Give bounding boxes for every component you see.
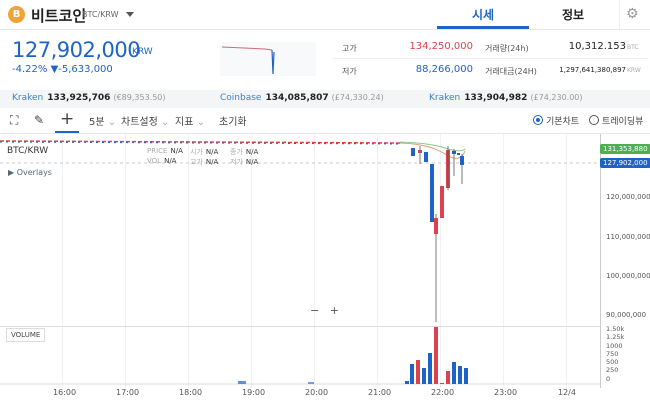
zoom-out-button[interactable]: −: [310, 304, 320, 317]
grid-line: [314, 134, 315, 388]
pencil-icon[interactable]: ✎: [34, 113, 45, 127]
price-chart[interactable]: [0, 134, 600, 324]
bitcoin-icon: B: [8, 6, 25, 23]
legend-volume: VOL N/A: [147, 157, 177, 165]
grid-line: [566, 134, 567, 388]
volume-label: VOLUME: [6, 328, 46, 342]
x-tick: 17:00: [116, 388, 140, 397]
chart-settings-dropdown[interactable]: 차트설정 ⌄: [121, 117, 170, 128]
fullscreen-icon[interactable]: ⛶: [10, 113, 19, 127]
y-tick: 120,000,000: [606, 193, 650, 201]
x-tick: 23:00: [494, 388, 518, 397]
coin-name[interactable]: 비트코인: [31, 7, 87, 25]
low-value: 88,266,000: [415, 64, 473, 75]
tool-active-indicator: [55, 131, 79, 133]
grid-line: [188, 134, 189, 388]
grid-line: [377, 134, 378, 388]
legend-high: 고가 N/A: [190, 158, 219, 166]
radio-basic-chart[interactable]: [533, 115, 543, 125]
x-tick: 20:00: [305, 388, 329, 397]
divider: [619, 0, 620, 30]
x-tick: 12/4: [558, 388, 576, 397]
x-tick: 22:00: [431, 388, 455, 397]
indicators-dropdown[interactable]: 지표 ⌄: [175, 117, 205, 128]
tab-active-indicator: [437, 26, 529, 29]
volume-chart: [0, 327, 600, 385]
turnover24h-value: 1,297,641,380,897: [559, 66, 626, 74]
grid-line: [62, 134, 63, 388]
sparkline: [220, 42, 316, 76]
chevron-down-icon[interactable]: [126, 12, 134, 17]
divider: [333, 58, 648, 59]
x-tick: 21:00: [368, 388, 392, 397]
legend-close: 종가 N/A: [230, 148, 259, 156]
last-price-tag: 127,902,000: [600, 158, 650, 168]
high-label: 고가: [342, 44, 357, 53]
zoom-controls: − +: [310, 304, 339, 317]
crosshair-icon[interactable]: +: [60, 109, 75, 129]
down-arrow-icon: ▼: [50, 64, 59, 75]
exchange-coinbase[interactable]: Coinbase 134,085,807 (£74,330.24): [220, 93, 384, 103]
x-tick: 18:00: [179, 388, 203, 397]
y-tick: 90,000,000: [606, 311, 647, 319]
volume-pane: [0, 326, 600, 388]
basic-chart-label[interactable]: 기본차트: [546, 117, 580, 127]
x-tick: 19:00: [242, 388, 266, 397]
price-currency: KRW: [132, 47, 153, 57]
volume24h-label: 거래량(24h): [485, 44, 529, 53]
turnover24h-label: 거래대금(24H): [485, 67, 537, 76]
grid-line: [503, 134, 504, 388]
legend-price: PRICE N/A: [147, 147, 183, 155]
gear-icon[interactable]: ⚙: [626, 6, 639, 22]
coin-pair: BTC/KRW: [82, 10, 119, 19]
volume-axis: 1.50k 1.25k 1000 750 500 250 0: [606, 325, 625, 383]
tab-info[interactable]: 정보: [561, 8, 585, 22]
volume24h-value: 10,312.153: [568, 41, 626, 52]
header-bar: [0, 0, 650, 30]
exchange-bar: [0, 90, 650, 108]
x-tick: 16:00: [53, 388, 77, 397]
grid-line: [125, 134, 126, 388]
price-change: -4.22% ▼-5,633,000: [12, 64, 113, 75]
y-tick: 100,000,000: [606, 272, 650, 280]
y-axis-line: [600, 134, 601, 388]
grid-line: [440, 134, 441, 388]
exchange-kraken-2[interactable]: Kraken 133,904,982 (£74,230.00): [429, 93, 583, 103]
zoom-in-button[interactable]: +: [329, 304, 339, 317]
change-abs: -5,633,000: [58, 64, 113, 75]
interval-dropdown[interactable]: 5분 ⌄: [89, 117, 117, 128]
chart-symbol: BTC/KRW: [7, 146, 49, 156]
tab-market[interactable]: 시세: [471, 8, 495, 22]
ma-price-tag: 131,353,880: [600, 144, 650, 154]
low-label: 저가: [342, 67, 357, 76]
turnover24h-unit: KRW: [627, 67, 641, 74]
chart-toolbar: [0, 108, 650, 134]
current-price: 127,902,000: [12, 38, 141, 62]
change-pct: -4.22%: [12, 64, 48, 75]
y-tick: 110,000,000: [606, 233, 650, 241]
overlays-toggle[interactable]: ▶ Overlays: [8, 168, 52, 177]
high-value: 134,250,000: [409, 41, 473, 52]
exchange-kraken-1[interactable]: Kraken 133,925,706 (€89,353.50): [12, 93, 166, 103]
reset-button[interactable]: 초기화: [219, 117, 247, 128]
volume24h-unit: BTC: [627, 44, 639, 51]
tradingview-label[interactable]: 트레이딩뷰: [602, 117, 644, 127]
legend-open: 시가 N/A: [190, 148, 219, 156]
legend-low: 저가 N/A: [230, 158, 259, 166]
grid-line: [251, 134, 252, 388]
radio-tradingview[interactable]: [589, 115, 599, 125]
